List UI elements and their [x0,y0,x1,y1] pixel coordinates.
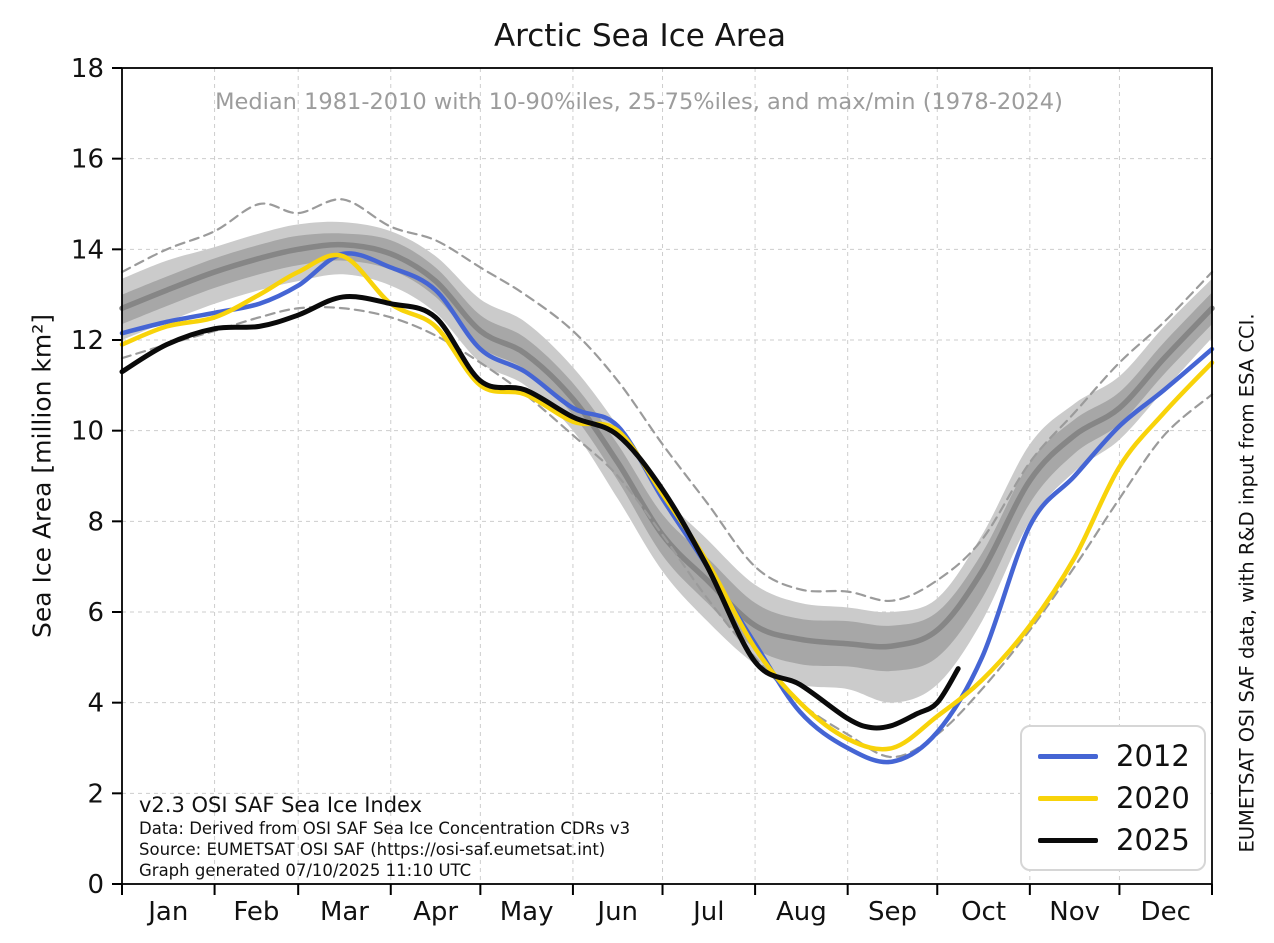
chart-title: Arctic Sea Ice Area [493,18,787,54]
footnotes: v2.3 OSI SAF Sea Ice Index Data: Derived… [139,793,630,881]
y-tick-label-16: 16 [71,145,104,175]
plot-frame [121,67,1213,885]
legend-item-2012: 2012 [1022,738,1204,773]
right-credit-vertical: EUMETSAT OSI SAF data, with R&D input fr… [1235,313,1259,853]
legend-swatch-2020 [1038,795,1098,801]
x-tick-label-Feb: Feb [233,897,279,927]
x-tick-label-Apr: Apr [413,897,458,927]
footnote-data: Data: Derived from OSI SAF Sea Ice Conce… [139,819,631,838]
footnote-version: v2.3 OSI SAF Sea Ice Index [139,793,423,817]
legend-swatch-2012 [1038,753,1098,759]
footnote-source: Source: EUMETSAT OSI SAF (https://osi-sa… [139,840,606,859]
x-tick-label-Oct: Oct [961,897,1006,927]
max-line [120,198,1214,602]
y-tick-label-4: 4 [87,689,104,719]
y-axis-label: Sea Ice Area [million km²] [27,313,57,639]
y-tick-label-8: 8 [87,507,104,537]
x-tick-label-Jan: Jan [146,897,188,927]
y-tick-label-0: 0 [87,870,104,900]
legend-label-2020: 2020 [1116,780,1190,815]
x-tick-label-Sep: Sep [868,897,917,927]
chart-subtitle: Median 1981-2010 with 10-90%iles, 25-75%… [215,89,1063,115]
legend: 2012 2020 2025 [1020,725,1206,871]
series-2012-line [119,251,1215,765]
x-tick-label-Nov: Nov [1049,897,1100,927]
x-tick-label-Aug: Aug [776,897,827,927]
legend-swatch-2025 [1038,837,1098,843]
x-tick-label-May: May [500,897,554,927]
x-tick-label-Mar: Mar [320,897,369,927]
min-line [120,306,1214,759]
x-tick-label-Jun: Jun [595,897,638,927]
legend-label-2025: 2025 [1116,822,1190,857]
footnote-generated: Graph generated 07/10/2025 11:10 UTC [139,861,472,880]
series-2025-line [119,294,961,731]
legend-label-2012: 2012 [1116,738,1190,773]
legend-item-2025: 2025 [1022,822,1204,857]
y-tick-label-12: 12 [71,326,104,356]
y-tick-label-6: 6 [87,598,104,628]
band-25-75-percentile [122,233,1212,672]
x-tick-label-Dec: Dec [1141,897,1191,927]
legend-item-2020: 2020 [1022,780,1204,815]
y-tick-label-10: 10 [71,417,104,447]
y-tick-label-2: 2 [87,779,104,809]
y-tick-label-18: 18 [71,54,104,84]
x-tick-label-Jul: Jul [691,897,724,927]
y-tick-label-14: 14 [71,235,104,265]
